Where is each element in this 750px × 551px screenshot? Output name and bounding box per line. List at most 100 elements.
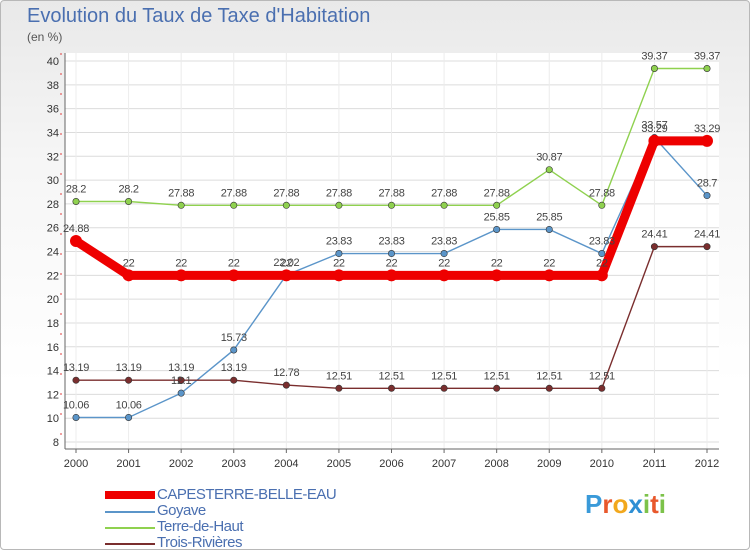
data-label-3: 13.19 bbox=[168, 362, 194, 374]
series-point-1 bbox=[440, 250, 448, 258]
series-point-2 bbox=[545, 166, 553, 174]
series-point-3 bbox=[387, 384, 395, 392]
data-label-1: 23.83 bbox=[589, 236, 615, 248]
data-label-1: 25.85 bbox=[484, 211, 510, 223]
series-point-3 bbox=[650, 243, 658, 251]
data-label-1: 33.57 bbox=[641, 120, 667, 132]
y-tick-label: 14 bbox=[47, 366, 59, 378]
y-tick-label: 12 bbox=[47, 389, 59, 401]
chart-title: Evolution du Taux de Taxe d'Habitation bbox=[27, 5, 371, 27]
data-label-0: 22 bbox=[543, 257, 555, 269]
series-point-3 bbox=[440, 384, 448, 392]
series-point-3 bbox=[230, 376, 238, 384]
series-point-2 bbox=[177, 201, 185, 209]
data-label-2: 28.2 bbox=[118, 183, 138, 195]
series-point-2 bbox=[230, 201, 238, 209]
data-label-0: 22 bbox=[123, 257, 135, 269]
series-point-3 bbox=[282, 381, 290, 389]
series-point-1 bbox=[177, 389, 185, 397]
logo-letter: o bbox=[612, 489, 629, 519]
data-label-0: 22 bbox=[491, 257, 503, 269]
x-tick-label: 2001 bbox=[116, 458, 140, 470]
data-label-1: 12.1 bbox=[171, 375, 191, 387]
data-label-3: 12.78 bbox=[273, 367, 299, 379]
data-label-3: 13.19 bbox=[116, 362, 142, 374]
y-tick-label: 8 bbox=[53, 437, 59, 449]
legend-swatch-trois-rivieres bbox=[105, 543, 155, 545]
y-tick-label: 38 bbox=[47, 80, 59, 92]
data-label-3: 13.19 bbox=[221, 362, 247, 374]
series-point-2 bbox=[335, 201, 343, 209]
series-point-0 bbox=[648, 134, 661, 147]
series-point-3 bbox=[72, 376, 80, 384]
series-point-2 bbox=[440, 201, 448, 209]
legend-swatch-goyave bbox=[105, 511, 155, 513]
series-point-2 bbox=[125, 197, 133, 205]
y-tick-label: 20 bbox=[47, 294, 59, 306]
data-label-0: 33.29 bbox=[694, 123, 720, 135]
x-tick-label: 2007 bbox=[432, 458, 456, 470]
series-point-0 bbox=[438, 269, 451, 282]
data-label-0: 22 bbox=[596, 257, 608, 269]
series-point-2 bbox=[493, 201, 501, 209]
data-label-3: 12.51 bbox=[431, 370, 457, 382]
data-label-3: 24.41 bbox=[641, 229, 667, 241]
series-point-3 bbox=[703, 243, 711, 251]
data-label-3: 13.19 bbox=[63, 362, 89, 374]
data-label-2: 27.88 bbox=[273, 187, 299, 199]
x-tick-label: 2010 bbox=[590, 458, 614, 470]
logo-letter: t bbox=[650, 489, 659, 519]
chart-subtitle: (en %) bbox=[27, 30, 63, 44]
data-label-0: 22 bbox=[333, 257, 345, 269]
legend-swatch-capesterre bbox=[105, 491, 155, 499]
series-point-1 bbox=[230, 346, 238, 354]
data-label-2: 27.88 bbox=[484, 187, 510, 199]
data-label-3: 12.51 bbox=[326, 370, 352, 382]
x-tick-label: 2003 bbox=[222, 458, 246, 470]
series-point-1 bbox=[72, 413, 80, 421]
legend-label-trois-rivieres: Trois-Rivières bbox=[157, 534, 242, 551]
logo-letter: x bbox=[628, 489, 643, 519]
x-tick-label: 2006 bbox=[379, 458, 403, 470]
x-tick-label: 2005 bbox=[327, 458, 351, 470]
series-point-1 bbox=[598, 250, 606, 258]
data-label-0: 24.88 bbox=[63, 223, 89, 235]
series-point-0 bbox=[385, 269, 398, 282]
data-label-1: 23.83 bbox=[378, 236, 404, 248]
y-tick-label: 10 bbox=[47, 413, 59, 425]
series-point-0 bbox=[701, 134, 713, 147]
logo-letter: i bbox=[642, 489, 651, 519]
data-label-3: 12.51 bbox=[536, 370, 562, 382]
series-point-2 bbox=[387, 201, 395, 209]
y-tick-label: 30 bbox=[47, 175, 59, 187]
data-label-0: 22 bbox=[438, 257, 450, 269]
series-point-1 bbox=[125, 413, 133, 421]
series-point-0 bbox=[227, 269, 240, 282]
data-label-1: 23.83 bbox=[326, 236, 352, 248]
y-tick-label: 16 bbox=[47, 342, 59, 354]
data-label-3: 12.51 bbox=[589, 370, 615, 382]
series-point-3 bbox=[177, 376, 185, 384]
series-point-0 bbox=[70, 235, 82, 248]
data-label-3: 24.41 bbox=[694, 229, 720, 241]
data-label-1: 10.06 bbox=[63, 399, 89, 411]
series-point-2 bbox=[650, 65, 658, 73]
data-label-2: 30.87 bbox=[536, 152, 562, 164]
data-label-2: 28.2 bbox=[66, 183, 86, 195]
series-point-1 bbox=[387, 250, 395, 258]
data-label-0: 22 bbox=[281, 257, 293, 269]
data-label-2: 27.88 bbox=[431, 187, 457, 199]
series-point-0 bbox=[490, 269, 503, 282]
series-point-1 bbox=[545, 225, 553, 233]
legend-swatch-terre-de-haut bbox=[105, 527, 155, 529]
series-point-3 bbox=[125, 376, 133, 384]
x-tick-label: 2012 bbox=[695, 458, 719, 470]
x-tick-label: 2009 bbox=[537, 458, 561, 470]
proxiti-logo: Proxiti bbox=[585, 489, 666, 520]
data-label-1: 10.06 bbox=[116, 399, 142, 411]
data-label-2: 27.88 bbox=[589, 187, 615, 199]
y-tick-label: 40 bbox=[47, 56, 59, 68]
legend-label-terre-de-haut: Terre-de-Haut bbox=[157, 518, 244, 535]
data-label-1: 23.83 bbox=[431, 236, 457, 248]
